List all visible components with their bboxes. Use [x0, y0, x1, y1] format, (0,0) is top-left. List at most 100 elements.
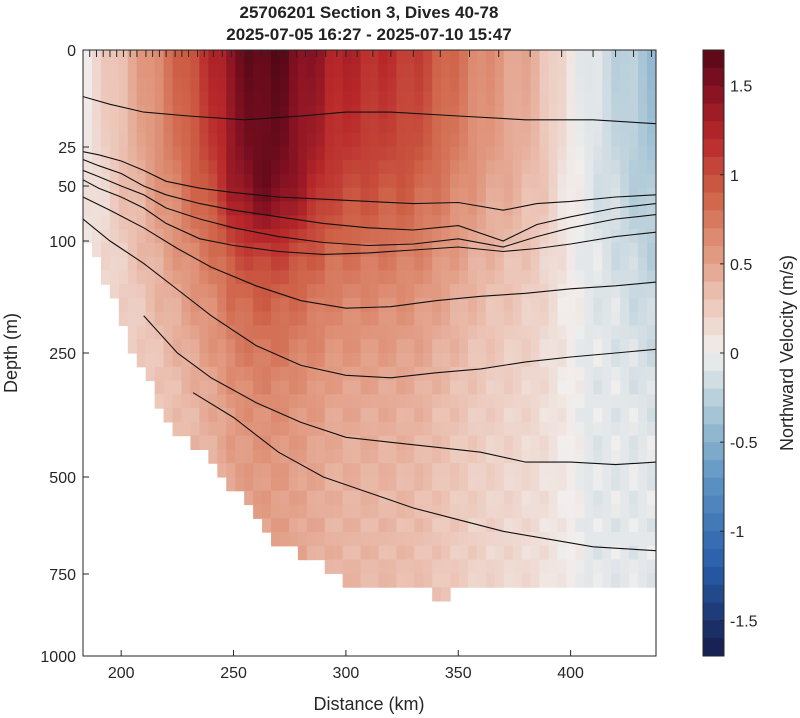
heatmap-cell — [279, 366, 290, 382]
heatmap-cell — [342, 380, 353, 395]
heatmap-cell — [459, 132, 469, 148]
heatmap-cell — [512, 490, 523, 506]
heatmap-cell — [611, 77, 621, 92]
heatmap-cell — [127, 297, 138, 313]
heatmap-cell — [244, 449, 254, 464]
heatmap-cell — [467, 518, 478, 533]
heatmap-cell — [530, 229, 541, 244]
heatmap-cell — [297, 490, 308, 506]
heatmap-cell — [521, 146, 532, 161]
heatmap-cell — [450, 187, 460, 203]
heatmap-cell — [450, 91, 460, 106]
heatmap-cell — [539, 173, 550, 189]
heatmap-cell — [611, 490, 621, 506]
heatmap-cell — [333, 270, 344, 285]
heatmap-cell — [333, 63, 344, 79]
heatmap-cell — [638, 353, 648, 368]
heatmap-cell — [593, 229, 603, 244]
heatmap-cell — [414, 532, 424, 547]
heatmap-cell — [315, 187, 326, 203]
heatmap-cell — [557, 366, 568, 382]
heatmap-cell — [414, 160, 424, 175]
heatmap-cell — [163, 284, 174, 299]
heatmap-cell — [584, 421, 594, 437]
heatmap-cell — [432, 559, 442, 574]
heatmap-cell — [611, 50, 621, 65]
heatmap-cell — [253, 173, 263, 189]
heatmap-cell — [208, 146, 218, 161]
heatmap-cell — [396, 325, 406, 340]
heatmap-cell — [414, 256, 424, 271]
heatmap-cell — [620, 91, 630, 106]
heatmap-cell — [342, 408, 353, 423]
heatmap-cell — [253, 91, 263, 106]
heatmap-cell — [127, 91, 138, 106]
heatmap-cell — [405, 187, 415, 203]
heatmap-cell — [262, 311, 272, 327]
heatmap-cell — [342, 366, 353, 382]
heatmap-cell — [342, 297, 353, 313]
heatmap-cell — [333, 463, 344, 478]
heatmap-cell — [602, 339, 612, 354]
heatmap-cell — [575, 339, 585, 354]
heatmap-cell — [548, 215, 559, 230]
heatmap-cell — [288, 132, 299, 148]
heatmap-cell — [154, 394, 165, 409]
heatmap-cell — [405, 421, 415, 437]
heatmap-cell — [360, 380, 371, 395]
heatmap-cell — [217, 366, 227, 382]
heatmap-cell — [217, 63, 227, 79]
heatmap-cell — [566, 311, 577, 327]
heatmap-cell — [405, 256, 415, 271]
heatmap-cell — [414, 449, 424, 464]
heatmap-cell — [109, 270, 120, 285]
heatmap-cell — [503, 187, 514, 203]
heatmap-cell — [414, 366, 424, 382]
heatmap-cell — [476, 559, 487, 574]
heatmap-cell — [593, 173, 603, 189]
heatmap-cell — [638, 270, 648, 285]
heatmap-cell — [244, 215, 254, 230]
heatmap-cell — [620, 421, 630, 437]
heatmap-cell — [145, 118, 156, 134]
heatmap-cell — [235, 50, 245, 65]
heatmap-cell — [584, 297, 594, 313]
heatmap-cell — [611, 380, 621, 395]
heatmap-cell — [351, 77, 362, 92]
heatmap-cell — [342, 50, 353, 65]
heatmap-cell — [620, 215, 630, 230]
heatmap-cell — [181, 105, 192, 120]
heatmap-cell — [333, 559, 344, 574]
heatmap-cell — [602, 449, 612, 464]
heatmap-cell — [172, 311, 183, 327]
heatmap-cell — [262, 476, 272, 492]
heatmap-cell — [432, 339, 442, 354]
heatmap-cell — [414, 91, 424, 106]
heatmap-cell — [109, 146, 120, 161]
heatmap-cell — [208, 284, 218, 299]
heatmap-cell — [297, 435, 308, 451]
heatmap-cell — [584, 242, 594, 258]
heatmap-cell — [441, 573, 451, 588]
heatmap-cell — [450, 394, 460, 409]
heatmap-cell — [620, 311, 630, 327]
heatmap-cell — [467, 325, 478, 340]
heatmap-cell — [163, 339, 174, 354]
heatmap-cell — [512, 339, 523, 354]
heatmap-cell — [450, 132, 460, 148]
y-tick-label: 750 — [49, 567, 76, 584]
heatmap-cell — [163, 50, 174, 65]
heatmap-cell — [83, 77, 93, 92]
heatmap-cell — [288, 504, 299, 519]
heatmap-cell — [450, 380, 460, 395]
heatmap-cell — [369, 229, 380, 244]
heatmap-cell — [566, 229, 577, 244]
heatmap-cell — [530, 518, 541, 533]
heatmap-cell — [351, 421, 362, 437]
heatmap-cell — [288, 284, 299, 299]
heatmap-cell — [476, 256, 487, 271]
heatmap-cell — [306, 532, 317, 547]
heatmap-cell — [638, 284, 648, 299]
heatmap-cell — [369, 366, 380, 382]
heatmap-cell — [127, 284, 138, 299]
